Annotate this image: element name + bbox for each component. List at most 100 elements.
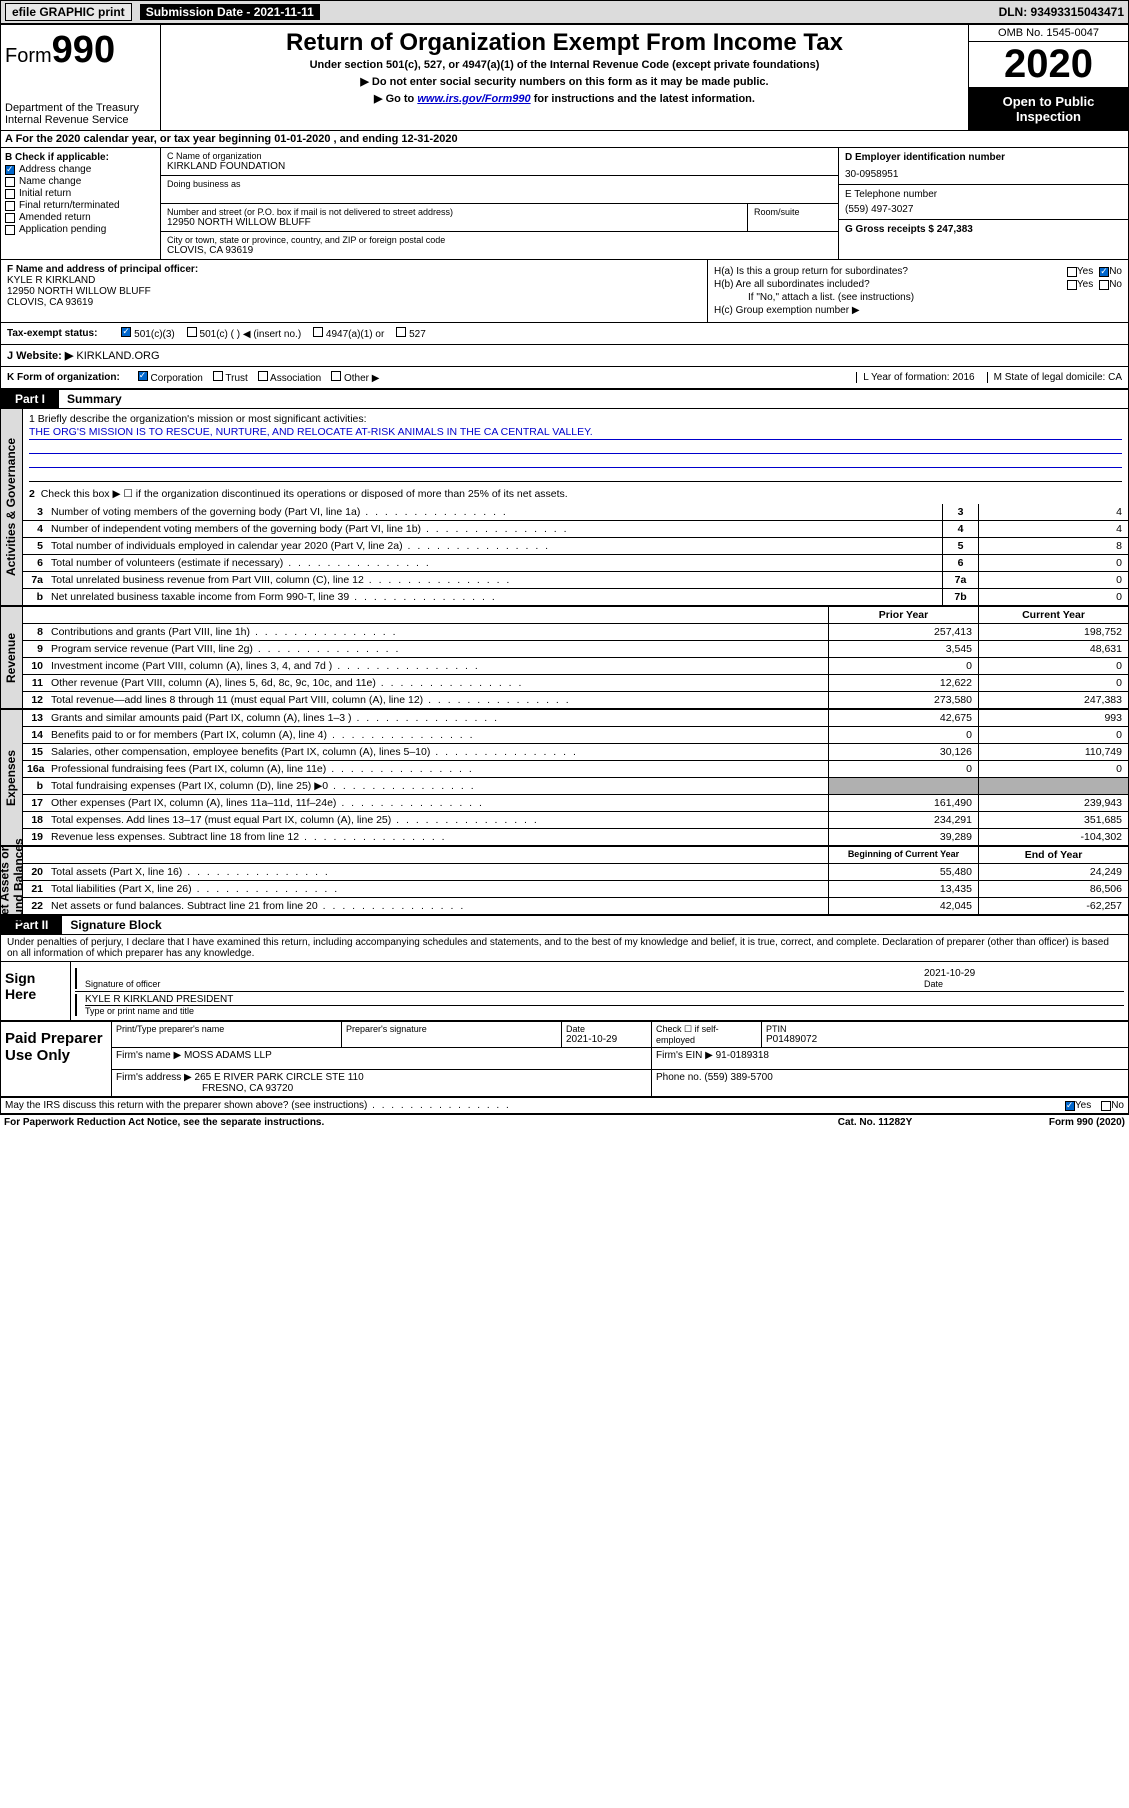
j-label: J Website: ▶ <box>7 350 73 362</box>
b-check-4[interactable]: Amended return <box>5 212 156 223</box>
dept-treasury: Department of the Treasury Internal Reve… <box>5 102 156 126</box>
hb-yes-checkbox[interactable] <box>1067 280 1077 290</box>
row-j-website: J Website: ▶ KIRKLAND.ORG <box>1 345 1128 367</box>
section-b-through-g: B Check if applicable: Address changeNam… <box>1 148 1128 260</box>
gov-line-4: 4Number of independent voting members of… <box>23 521 1128 538</box>
line-19: 19Revenue less expenses. Subtract line 1… <box>23 829 1128 845</box>
b-check-3[interactable]: Final return/terminated <box>5 200 156 211</box>
ha-label: H(a) Is this a group return for subordin… <box>714 266 1067 277</box>
revenue-label: Revenue <box>1 607 23 708</box>
k-checkbox-3[interactable] <box>331 371 341 381</box>
i-checkbox-3[interactable] <box>396 327 406 337</box>
b-check-2[interactable]: Initial return <box>5 188 156 199</box>
k-opt-0: Corporation <box>148 373 203 384</box>
b-check-1[interactable]: Name change <box>5 176 156 187</box>
b-checklabel-0: Address change <box>19 164 91 175</box>
dba-label: Doing business as <box>167 179 832 189</box>
discuss-yes-checkbox[interactable] <box>1065 1101 1075 1111</box>
line-9: 9Program service revenue (Part VIII, lin… <box>23 641 1128 658</box>
b-checkbox-4[interactable] <box>5 213 15 223</box>
firm-addr-label: Firm's address ▶ <box>116 1072 192 1083</box>
officer-city: CLOVIS, CA 93619 <box>7 297 701 308</box>
netassets-label: Net Assets orFund Balances <box>1 847 23 914</box>
i-checkbox-0[interactable] <box>121 327 131 337</box>
line-20: 20Total assets (Part X, line 16)55,48024… <box>23 864 1128 881</box>
part-i-header: Part I Summary <box>1 390 1128 409</box>
penalty-statement: Under penalties of perjury, I declare th… <box>1 935 1128 962</box>
form-number: 990 <box>52 29 115 71</box>
ha-yes-checkbox[interactable] <box>1067 267 1077 277</box>
street-address: 12950 NORTH WILLOW BLUFF <box>167 217 741 228</box>
tax-year: 2020 <box>969 42 1128 88</box>
part-i-title: Summary <box>59 390 130 408</box>
c-name-label: C Name of organization <box>167 151 832 161</box>
gov-line-7a: 7aTotal unrelated business revenue from … <box>23 572 1128 589</box>
hc-label: H(c) Group exemption number ▶ <box>714 305 860 316</box>
m-state-domicile: M State of legal domicile: CA <box>987 372 1122 383</box>
line-15: 15Salaries, other compensation, employee… <box>23 744 1128 761</box>
activities-governance-section: Activities & Governance 1 Briefly descri… <box>1 409 1128 607</box>
d-ein-label: D Employer identification number <box>845 152 1122 163</box>
b-checkbox-0[interactable] <box>5 165 15 175</box>
street-label: Number and street (or P.O. box if mail i… <box>167 207 741 217</box>
i-checkbox-1[interactable] <box>187 327 197 337</box>
firm-ein-label: Firm's EIN ▶ <box>656 1050 713 1061</box>
efile-button[interactable]: efile GRAPHIC print <box>5 3 132 21</box>
phone-value: (559) 497-3027 <box>845 204 1122 215</box>
prior-year-header: Prior Year <box>828 607 978 623</box>
form-prefix: Form <box>5 45 52 67</box>
form-footer: Form 990 (2020) <box>975 1117 1125 1128</box>
k-checkbox-0[interactable] <box>138 371 148 381</box>
form-subtitle-1: Under section 501(c), 527, or 4947(a)(1)… <box>165 59 964 71</box>
b-checklabel-2: Initial return <box>19 188 71 199</box>
firm-phone: (559) 389-5700 <box>704 1072 772 1083</box>
b-checkbox-1[interactable] <box>5 177 15 187</box>
form-number-box: Form990 Department of the Treasury Inter… <box>1 25 161 130</box>
i-opt-2: 4947(a)(1) or <box>323 329 384 340</box>
b-check-5[interactable]: Application pending <box>5 224 156 235</box>
gov-line-3: 3Number of voting members of the governi… <box>23 504 1128 521</box>
b-check-0[interactable]: Address change <box>5 164 156 175</box>
b-checkbox-3[interactable] <box>5 201 15 211</box>
hb-no-checkbox[interactable] <box>1099 280 1109 290</box>
row-a-calendar-year: A For the 2020 calendar year, or tax yea… <box>1 131 1128 148</box>
row-k-form-org: K Form of organization: Corporation Trus… <box>1 367 1128 390</box>
beginning-year-header: Beginning of Current Year <box>828 847 978 863</box>
ha-no-checkbox[interactable] <box>1099 267 1109 277</box>
form-header: Form990 Department of the Treasury Inter… <box>1 25 1128 131</box>
line-11: 11Other revenue (Part VIII, column (A), … <box>23 675 1128 692</box>
paid-preparer-section: Paid Preparer Use Only Print/Type prepar… <box>1 1022 1128 1098</box>
expenses-label: Expenses <box>1 710 23 845</box>
part-i-tab: Part I <box>1 390 59 408</box>
form-title: Return of Organization Exempt From Incom… <box>165 29 964 57</box>
paid-preparer-label: Paid Preparer Use Only <box>1 1022 111 1096</box>
expenses-section: Expenses 13Grants and similar amounts pa… <box>1 710 1128 847</box>
q2-discontinued: Check this box ▶ ☐ if the organization d… <box>41 488 568 500</box>
i-checkbox-2[interactable] <box>313 327 323 337</box>
k-checkbox-2[interactable] <box>258 371 268 381</box>
firm-name-label: Firm's name ▶ <box>116 1050 181 1061</box>
prep-h1: Print/Type preparer's name <box>116 1024 337 1034</box>
e-phone-label: E Telephone number <box>845 189 1122 200</box>
line-18: 18Total expenses. Add lines 13–17 (must … <box>23 812 1128 829</box>
i-opt-1: 501(c) ( ) ◀ (insert no.) <box>197 329 301 340</box>
form990-link[interactable]: www.irs.gov/Form990 <box>417 93 530 105</box>
footer-line: For Paperwork Reduction Act Notice, see … <box>0 1115 1129 1130</box>
form-subtitle-3: ▶ Go to www.irs.gov/Form990 for instruct… <box>165 92 964 105</box>
k-checkbox-1[interactable] <box>213 371 223 381</box>
b-checklabel-5: Application pending <box>19 224 106 235</box>
org-name: KIRKLAND FOUNDATION <box>167 161 832 172</box>
signature-section: Sign Here Signature of officer 2021-10-2… <box>1 962 1128 1022</box>
i-label: Tax-exempt status: <box>7 328 97 339</box>
website-value: KIRKLAND.ORG <box>76 350 159 362</box>
q1-mission: 1 Briefly describe the organization's mi… <box>29 413 1122 425</box>
line-b: bTotal fundraising expenses (Part IX, co… <box>23 778 1128 795</box>
k-opt-2: Association <box>268 373 321 384</box>
b-checkbox-2[interactable] <box>5 189 15 199</box>
discuss-no-checkbox[interactable] <box>1101 1101 1111 1111</box>
firm-addr2: FRESNO, CA 93720 <box>116 1083 647 1094</box>
prep-date: 2021-10-29 <box>566 1034 647 1045</box>
omb-year-box: OMB No. 1545-0047 2020 Open to Public In… <box>968 25 1128 130</box>
line-17: 17Other expenses (Part IX, column (A), l… <box>23 795 1128 812</box>
b-checkbox-5[interactable] <box>5 225 15 235</box>
